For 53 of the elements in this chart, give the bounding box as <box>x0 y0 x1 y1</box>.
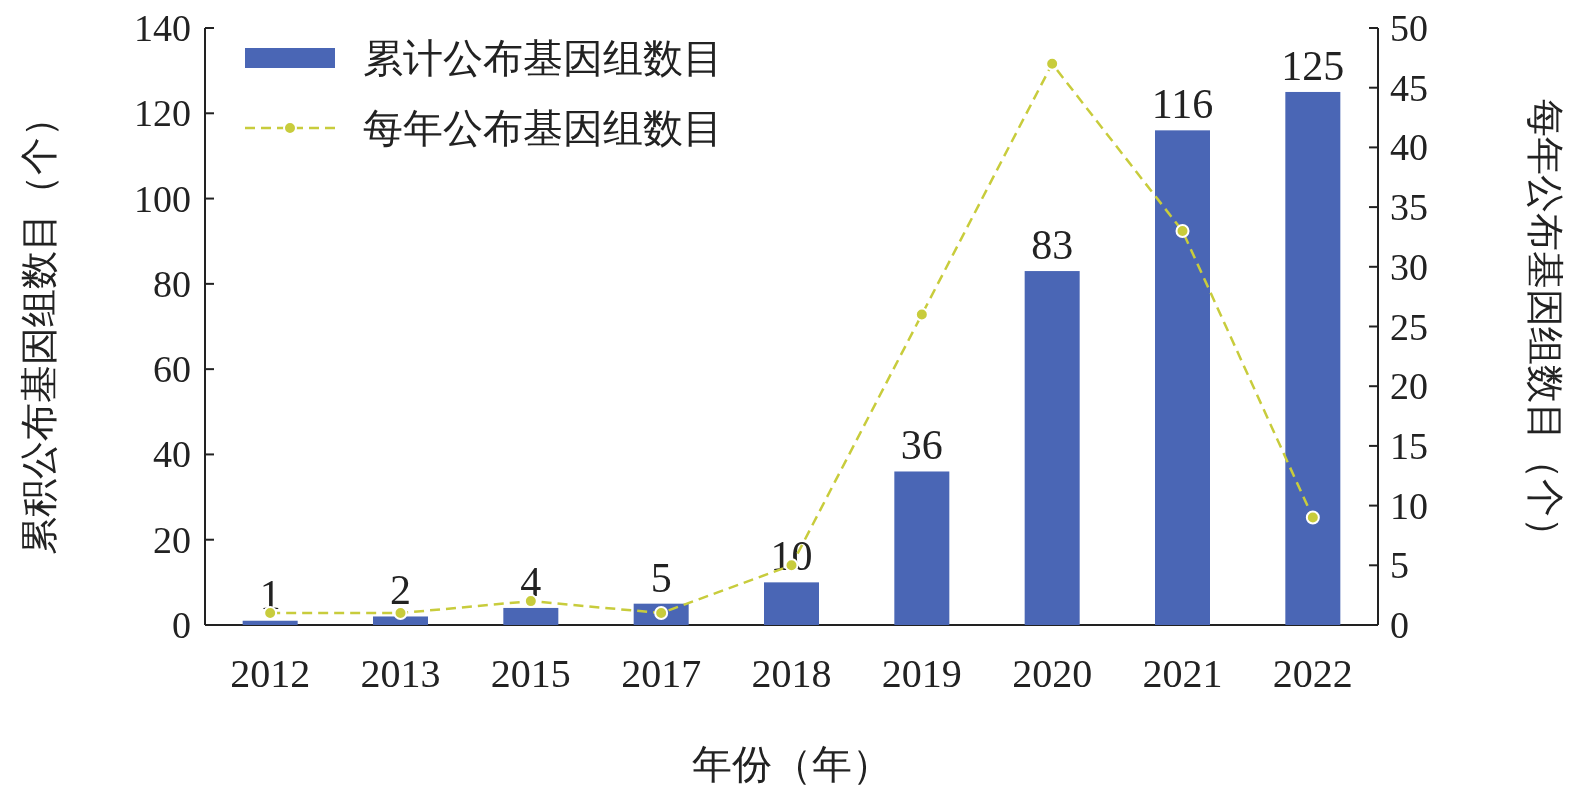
y2-axis-title: 每年公布基因组数目（个） <box>1524 98 1566 555</box>
point <box>914 307 929 322</box>
y-tick-label: 0 <box>172 604 191 646</box>
y-tick-label: 20 <box>153 518 191 561</box>
bar <box>1155 130 1210 625</box>
y-tick-label: 120 <box>134 92 191 135</box>
x-tick-label: 2017 <box>621 651 702 696</box>
y2-tick-label: 25 <box>1390 305 1428 348</box>
bar <box>503 607 559 625</box>
x-tick-label: 2022 <box>1272 651 1353 696</box>
bar <box>242 620 298 625</box>
y-axis-title: 累积公布基因组数目（个） <box>18 98 60 555</box>
x-axis-title: 年份（年） <box>691 742 892 787</box>
point <box>1045 56 1060 71</box>
x-tick-label: 2019 <box>881 651 962 696</box>
y2-tick-label: 20 <box>1390 365 1428 408</box>
y-tick-label: 80 <box>153 262 191 305</box>
data-label: 36 <box>900 422 943 469</box>
data-label: 125 <box>1281 42 1345 89</box>
x-tick-label: 2020 <box>1012 651 1093 696</box>
x-tick-label: 2015 <box>490 651 571 696</box>
x-tick-label: 2018 <box>751 651 832 696</box>
bar <box>894 471 950 625</box>
y2-tick-label: 40 <box>1390 126 1428 169</box>
y2-tick-label: 45 <box>1390 66 1428 109</box>
y-tick-label: 60 <box>153 348 191 391</box>
legend-label: 累计公布基因组数目 <box>363 36 723 81</box>
y2-tick-label: 35 <box>1390 186 1428 229</box>
x-tick-label: 2012 <box>230 651 311 696</box>
y2-tick-label: 5 <box>1390 544 1409 587</box>
data-label: 5 <box>650 554 672 601</box>
legend-label: 每年公布基因组数目 <box>363 106 723 151</box>
point <box>393 606 408 621</box>
point <box>1305 510 1320 525</box>
bar <box>1285 91 1341 625</box>
data-label: 2 <box>390 567 411 614</box>
bar <box>764 582 819 625</box>
y2-tick-label: 0 <box>1390 604 1409 646</box>
y2-tick-label: 10 <box>1390 484 1428 527</box>
data-label: 116 <box>1151 81 1214 128</box>
y-tick-label: 100 <box>134 177 191 220</box>
data-label: 4 <box>520 558 542 605</box>
y2-tick-label: 50 <box>1390 7 1428 49</box>
x-tick-label: 2013 <box>360 651 441 696</box>
y2-tick-label: 30 <box>1390 245 1428 288</box>
bar <box>373 616 428 625</box>
y-tick-label: 40 <box>153 433 191 476</box>
data-label: 83 <box>1031 222 1074 269</box>
y-tick-label: 140 <box>134 7 191 49</box>
point <box>1175 223 1190 238</box>
x-tick-label: 2021 <box>1142 651 1223 696</box>
y2-tick-label: 15 <box>1390 424 1428 467</box>
bar <box>1024 271 1080 625</box>
